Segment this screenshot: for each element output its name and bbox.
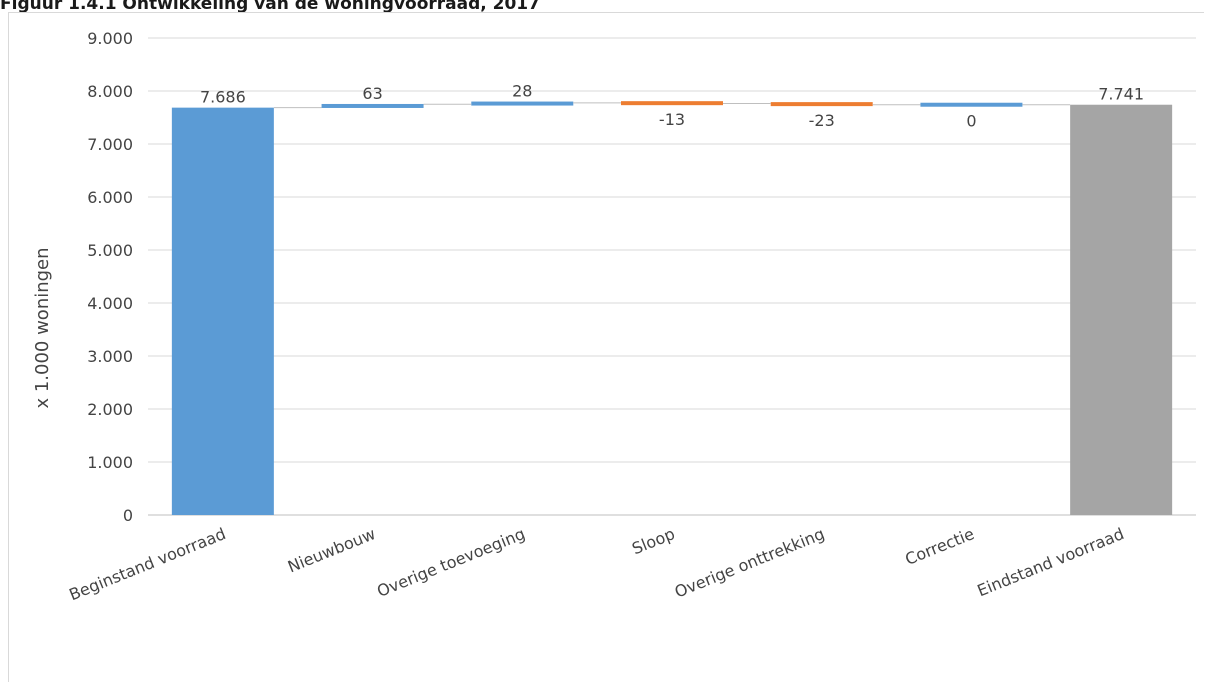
data-label: 0 xyxy=(966,112,976,131)
bar-1 xyxy=(171,107,274,515)
chart-frame xyxy=(8,12,1204,682)
data-label: 63 xyxy=(362,84,382,103)
data-label: -23 xyxy=(809,111,835,130)
bar-2 xyxy=(321,103,424,108)
data-label: -13 xyxy=(659,110,685,129)
y-tick-label: 5.000 xyxy=(87,241,133,260)
y-axis-label: x 1.000 woningen xyxy=(32,247,53,408)
y-tick-label: 7.000 xyxy=(87,135,133,154)
data-label: 7.741 xyxy=(1098,85,1144,104)
x-category-label: Beginstand voorraad xyxy=(66,524,228,604)
data-label: 7.686 xyxy=(200,88,246,107)
y-tick-label: 3.000 xyxy=(87,347,133,366)
bar-6 xyxy=(920,102,1023,107)
y-tick-label: 4.000 xyxy=(87,294,133,313)
data-labels: 7.686 63 28 -13 -23 0 7.741 xyxy=(200,82,1144,131)
bars xyxy=(171,101,1173,516)
y-tick-label: 9.000 xyxy=(87,29,133,48)
y-tick-label: 6.000 xyxy=(87,188,133,207)
bar-4 xyxy=(621,101,723,106)
x-category-label: Correctie xyxy=(902,524,977,569)
bar-3 xyxy=(471,101,574,106)
bar-7 xyxy=(1070,104,1173,516)
data-label: 28 xyxy=(512,82,532,101)
x-category-label: Overige onttrekking xyxy=(672,524,827,601)
y-axis-ticks: 0 1.000 2.000 3.000 4.000 5.000 6.000 7.000 8.00… xyxy=(87,29,133,525)
y-tick-label: 1.000 xyxy=(87,453,133,472)
connector-lines xyxy=(273,102,1071,109)
x-category-label: Eindstand voorraad xyxy=(975,524,1127,600)
x-category-label: Sloop xyxy=(629,524,677,558)
y-tick-label: 2.000 xyxy=(87,400,133,419)
y-tick-label: 8.000 xyxy=(87,82,133,101)
gridlines xyxy=(148,37,1196,516)
bar-5 xyxy=(770,102,873,107)
figure-caption: Figuur 1.4.1 Ontwikkeling van de woningv… xyxy=(0,0,540,14)
y-tick-label: 0 xyxy=(123,506,133,525)
x-category-label: Overige toevoeging xyxy=(374,524,528,601)
x-category-label: Nieuwbouw xyxy=(285,524,378,576)
